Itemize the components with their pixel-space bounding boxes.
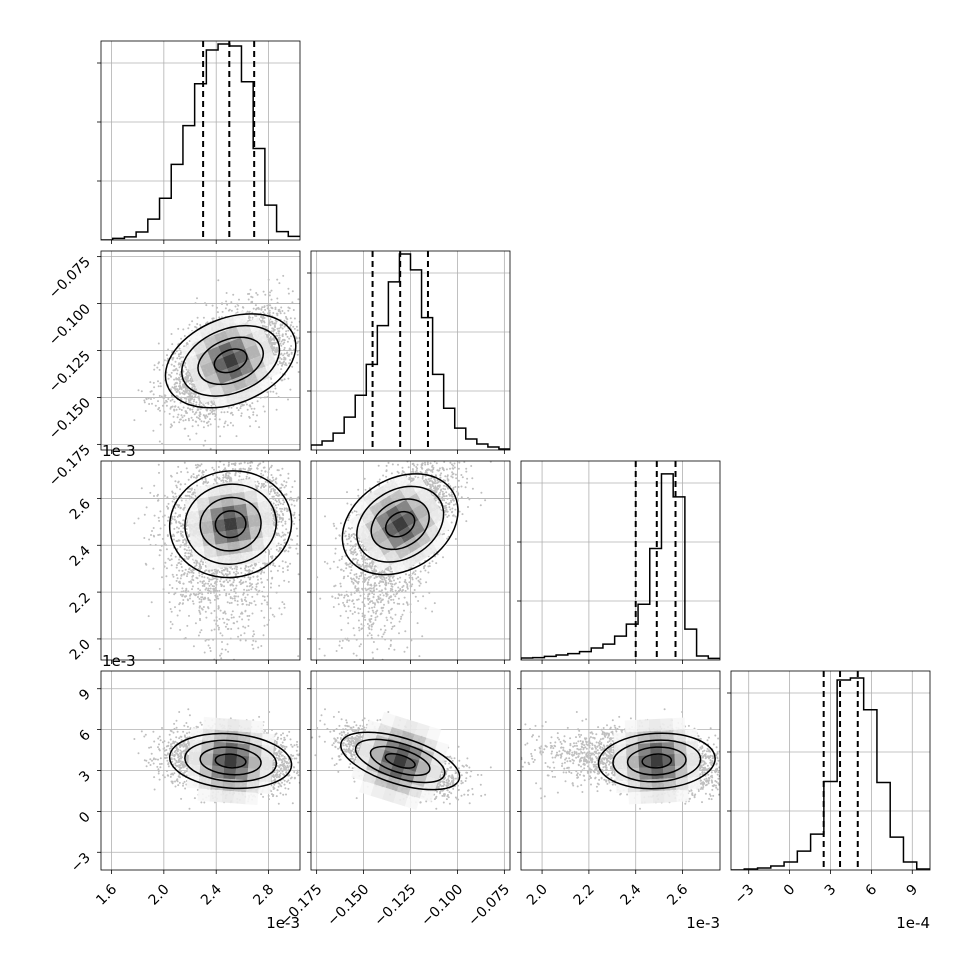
contour-line (184, 483, 278, 565)
x-scale-label-col0: 1e-3 (266, 914, 300, 932)
hist-panel-3: −3 0 3 6 9 (727, 670, 931, 908)
contour-line (340, 731, 461, 791)
y-tick-label: −3 (68, 850, 94, 876)
contour-line (213, 348, 248, 374)
contour-line (384, 510, 416, 538)
y-tick-label: 2.6 (67, 496, 94, 523)
y-tick-label: −0.075 (46, 254, 94, 302)
histogram-line (101, 43, 300, 240)
y-tick-label: 2.4 (67, 543, 94, 570)
contour-line (168, 732, 293, 790)
contour-line (197, 336, 264, 386)
contour-line (199, 496, 262, 552)
scatter-panel-2-0: 2.0 2.2 2.4 2.6 (67, 460, 301, 664)
x-tick-label: 6 (863, 881, 881, 899)
x-tick-label: −0.075 (465, 882, 513, 930)
panel-frame (100, 460, 301, 661)
y-tick-label: 9 (76, 686, 94, 704)
y-tick-label: −0.125 (46, 348, 94, 396)
x-tick-label: 2.4 (617, 881, 644, 908)
panel-frame (100, 40, 301, 241)
contour-line (341, 473, 459, 576)
contour-line (370, 498, 430, 551)
hist-panel-2 (517, 460, 721, 664)
y-tick-label: 2.2 (67, 590, 94, 617)
contour-line (164, 313, 297, 409)
x-tick-label: 9 (903, 882, 921, 900)
y-scale-label-row3: 1e-3 (102, 652, 136, 670)
contour-line (199, 746, 262, 776)
scatter-panel-1-0: −0.175−0.150−0.125−0.100−0.075 (46, 250, 301, 490)
hist-panel-1 (307, 250, 511, 454)
y-tick-label: 6 (76, 727, 94, 745)
y-tick-label: −0.150 (46, 395, 94, 443)
y-tick-label: −0.100 (46, 301, 94, 349)
y-tick-label: 2.0 (67, 636, 94, 663)
x-tick-label: 1.6 (93, 881, 120, 908)
hist-panel-0 (97, 40, 301, 244)
y-tick-label: 0 (76, 809, 94, 827)
x-tick-label: −0.100 (418, 882, 466, 930)
x-tick-label: 2.2 (571, 882, 598, 909)
contour-line (369, 745, 431, 777)
contour-line (214, 510, 247, 539)
y-scale-label-row1: 1e-3 (102, 442, 136, 460)
panel-frame (520, 460, 721, 661)
y-tick-label: −0.175 (46, 442, 94, 490)
contour-line (612, 739, 702, 783)
contour-line (626, 746, 687, 776)
contour-line (184, 739, 278, 783)
histogram-line (521, 473, 720, 660)
x-tick-label: 0 (781, 882, 799, 900)
contour-line (181, 324, 281, 397)
contour-line (214, 753, 247, 769)
x-tick-label: −0.150 (324, 882, 372, 930)
density-cells (348, 472, 452, 576)
histogram-line (311, 253, 510, 450)
x-tick-label: 2.4 (198, 881, 225, 908)
contour-line (641, 753, 673, 769)
contour-line (168, 470, 293, 579)
scatter-panel-3-0: 1.6 2.0 2.4 2.8 −3 0 3 6 9 (68, 670, 301, 909)
x-tick-label: −0.125 (371, 882, 419, 930)
x-scale-label-col2: 1e-3 (686, 914, 720, 932)
x-tick-label: 2.0 (146, 882, 173, 909)
histogram-line (731, 677, 930, 870)
x-tick-label: 2.0 (524, 882, 551, 909)
contour-line (356, 485, 445, 563)
y-tick-label: 3 (76, 768, 94, 786)
density-cells (613, 717, 701, 805)
x-scale-label-col3: 1e-4 (896, 914, 930, 932)
x-tick-label: −3 (732, 882, 758, 908)
scatter-panel-3-1: −0.175−0.150−0.125−0.100−0.075 (278, 670, 513, 930)
contour-line (354, 738, 446, 784)
x-tick-label: 2.8 (250, 882, 277, 909)
contour-line (597, 732, 716, 790)
scatter-panel-2-1 (307, 460, 511, 664)
x-tick-label: 3 (822, 882, 840, 900)
scatter-panel-3-2: 2.0 2.2 2.4 2.6 (517, 670, 721, 909)
density-cells (184, 478, 277, 571)
x-tick-label: 2.6 (664, 881, 691, 908)
contour-line (384, 752, 416, 769)
